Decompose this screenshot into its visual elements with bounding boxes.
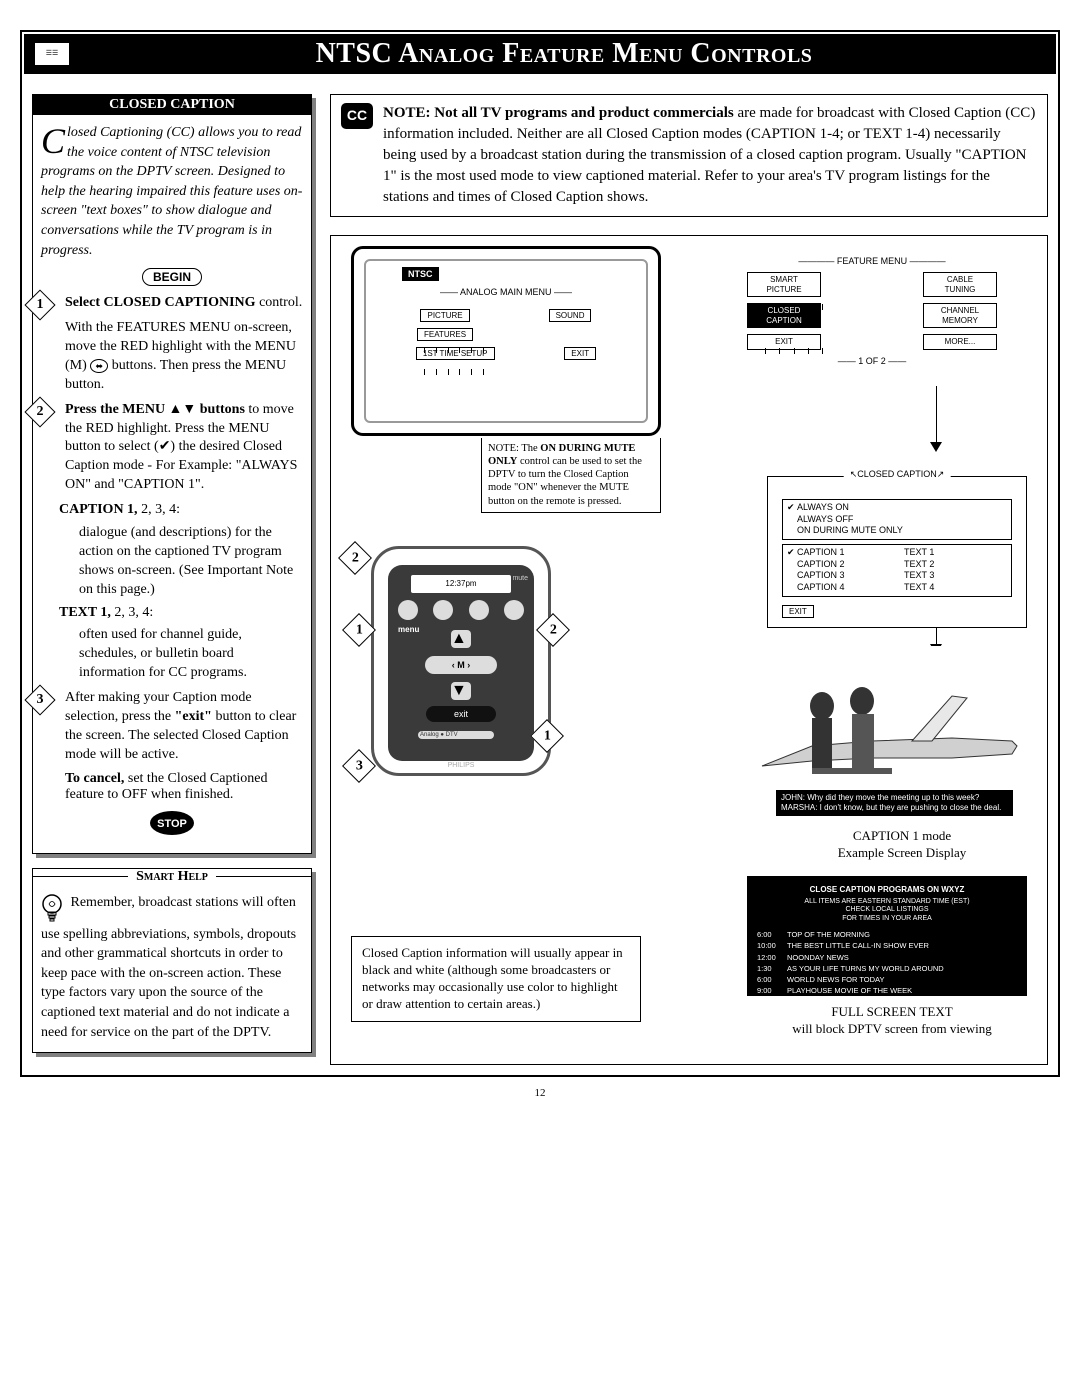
smart-help-text: Remember, broadcast stations will often … (41, 893, 303, 1043)
remote-nav[interactable]: ▲ ‹ M › ▼ (411, 630, 511, 700)
remote-btn[interactable] (398, 600, 418, 620)
ft-row: 1:30AS YOUR LIFE TURNS MY WORLD AROUND (757, 963, 1017, 974)
menu-sound[interactable]: SOUND (549, 309, 592, 322)
text-desc: TEXT 1, 2, 3, 4: (41, 604, 303, 623)
note-box: CC NOTE: Not all TV programs and product… (330, 94, 1048, 217)
title-bar: ☰☰ NTSC Analog Feature Menu Controls (24, 34, 1056, 74)
full-text-label: FULL SCREEN TEXT will block DPTV screen … (767, 1004, 1017, 1038)
cancel-line: To cancel, set the Closed Captioned feat… (41, 771, 303, 803)
remote-slider[interactable]: Analog ● DTV (418, 731, 494, 739)
page-title: NTSC Analog Feature Menu Controls (82, 38, 1046, 70)
menu-exit[interactable]: EXIT (564, 347, 596, 360)
step-num-2: 2 (24, 396, 55, 427)
diagram-num-2a: 2 (338, 541, 372, 575)
step-2: 2 Press the MENU ▲▼ buttons to move the … (41, 401, 303, 495)
mute-note: NOTE: The ON DURING MUTE ONLY control ca… (481, 438, 661, 513)
step-num-1: 1 (24, 290, 55, 321)
ft-row: 6:00TOP OF THE MORNING (757, 929, 1017, 940)
ft-row: 10:00THE BEST LITTLE CALL-IN SHOW EVER (757, 940, 1017, 951)
smart-help-box: Smart Help Remember, broadcast stations … (32, 868, 312, 1054)
remote: 12:37pm mute menu ▲ ‹ M › ▼ (371, 546, 551, 776)
caption-strip: JOHN: Why did they move the meeting up t… (776, 790, 1013, 816)
title-icon: ☰☰ (34, 42, 70, 66)
lightbulb-icon (41, 893, 63, 925)
full-text-box: CLOSE CAPTION PROGRAMS ON WXYZ ALL ITEMS… (747, 876, 1027, 996)
cc-icon: CC (341, 103, 373, 129)
cc-header: CLOSED CAPTION (33, 95, 311, 115)
step-3: 3 After making your Caption mode selecti… (41, 689, 303, 765)
fm-more[interactable]: MORE... (923, 334, 997, 350)
ntsc-tag: NTSC (402, 267, 439, 281)
step-1: 1 Select CLOSED CAPTIONING control. With… (41, 294, 303, 394)
ft-row: 9:00PLAYHOUSE MOVIE OF THE WEEK (757, 985, 1017, 996)
ft-row: 12:00NOONDAY NEWS (757, 952, 1017, 963)
analog-main-menu-label: —— ANALOG MAIN MENU —— (440, 287, 572, 297)
menu-features[interactable]: FEATURES (417, 328, 473, 341)
left-column: CLOSED CAPTION Closed Captioning (CC) al… (32, 94, 312, 1065)
main-grid: CLOSED CAPTION Closed Captioning (CC) al… (24, 94, 1056, 1073)
tv-screen: NTSC —— ANALOG MAIN MENU —— PICTURE SOUN… (351, 246, 661, 436)
intro-text: Closed Captioning (CC) allows you to rea… (41, 123, 303, 260)
menu-picture[interactable]: PICTURE (420, 309, 469, 322)
page: ☰☰ NTSC Analog Feature Menu Controls CLO… (20, 30, 1060, 1077)
remote-btn[interactable] (433, 600, 453, 620)
begin-badge: BEGIN (142, 268, 202, 286)
cc-opt-row2: ✔CAPTION 1 CAPTION 2 CAPTION 3 CAPTION 4… (782, 544, 1012, 597)
cc-menu: ↖CLOSED CAPTION↗ ✔ALWAYS ON ALWAYS OFF O… (767, 476, 1027, 628)
nav-icon: ⬌ (90, 359, 108, 373)
step-num-3: 3 (24, 685, 55, 716)
cc-menu-exit[interactable]: EXIT (782, 605, 814, 618)
right-column: CC NOTE: Not all TV programs and product… (330, 94, 1048, 1065)
closed-caption-box: CLOSED CAPTION Closed Captioning (CC) al… (32, 94, 312, 854)
fm-smart-picture[interactable]: SMART PICTURE (747, 272, 821, 297)
fm-cable-tuning[interactable]: CABLE TUNING (923, 272, 997, 297)
text-body: often used for channel guide, schedules,… (41, 626, 303, 683)
caption-body: dialogue (and descriptions) for the acti… (41, 524, 303, 600)
fm-channel-memory[interactable]: CHANNEL MEMORY (923, 303, 997, 328)
cc-opt-row1: ✔ALWAYS ON ALWAYS OFF ON DURING MUTE ONL… (782, 499, 1012, 540)
airplane-scene: JOHN: Why did they move the meeting up t… (752, 646, 1027, 816)
remote-btn[interactable] (504, 600, 524, 620)
page-number: 12 (20, 1087, 1060, 1099)
feature-menu: ———— FEATURE MENU ———— SMART PICTURE CAB… (717, 256, 1027, 426)
remote-btn[interactable] (469, 600, 489, 620)
smart-help-header: Smart Help (33, 869, 311, 885)
remote-exit[interactable]: exit (426, 706, 496, 722)
diagram: NTSC —— ANALOG MAIN MENU —— PICTURE SOUN… (330, 235, 1048, 1065)
caption1-label: CAPTION 1 mode Example Screen Display (787, 828, 1017, 862)
stop-badge: STOP (150, 811, 194, 835)
caption-desc: CAPTION 1, 2, 3, 4: (41, 501, 303, 520)
cc-info-box: Closed Caption information will usually … (351, 936, 641, 1022)
ft-row: 6:00WORLD NEWS FOR TODAY (757, 974, 1017, 985)
